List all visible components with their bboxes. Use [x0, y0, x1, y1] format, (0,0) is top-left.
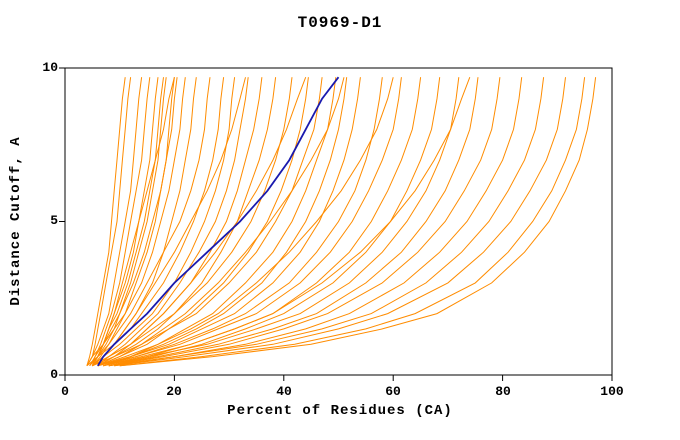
- x-tick-label-40: 40: [276, 384, 292, 399]
- x-tick-label-100: 100: [600, 384, 624, 399]
- x-tick-label-0: 0: [61, 384, 69, 399]
- x-axis-label: Percent of Residues (CA): [227, 403, 453, 419]
- x-tick-label-60: 60: [385, 384, 401, 399]
- chart-title: T0969-D1: [297, 14, 383, 32]
- y-tick-label-5: 5: [50, 213, 58, 228]
- x-tick-label-80: 80: [495, 384, 511, 399]
- x-tick-label-20: 20: [166, 384, 182, 399]
- y-tick-label-10: 10: [42, 60, 58, 75]
- y-tick-label-0: 0: [50, 367, 58, 382]
